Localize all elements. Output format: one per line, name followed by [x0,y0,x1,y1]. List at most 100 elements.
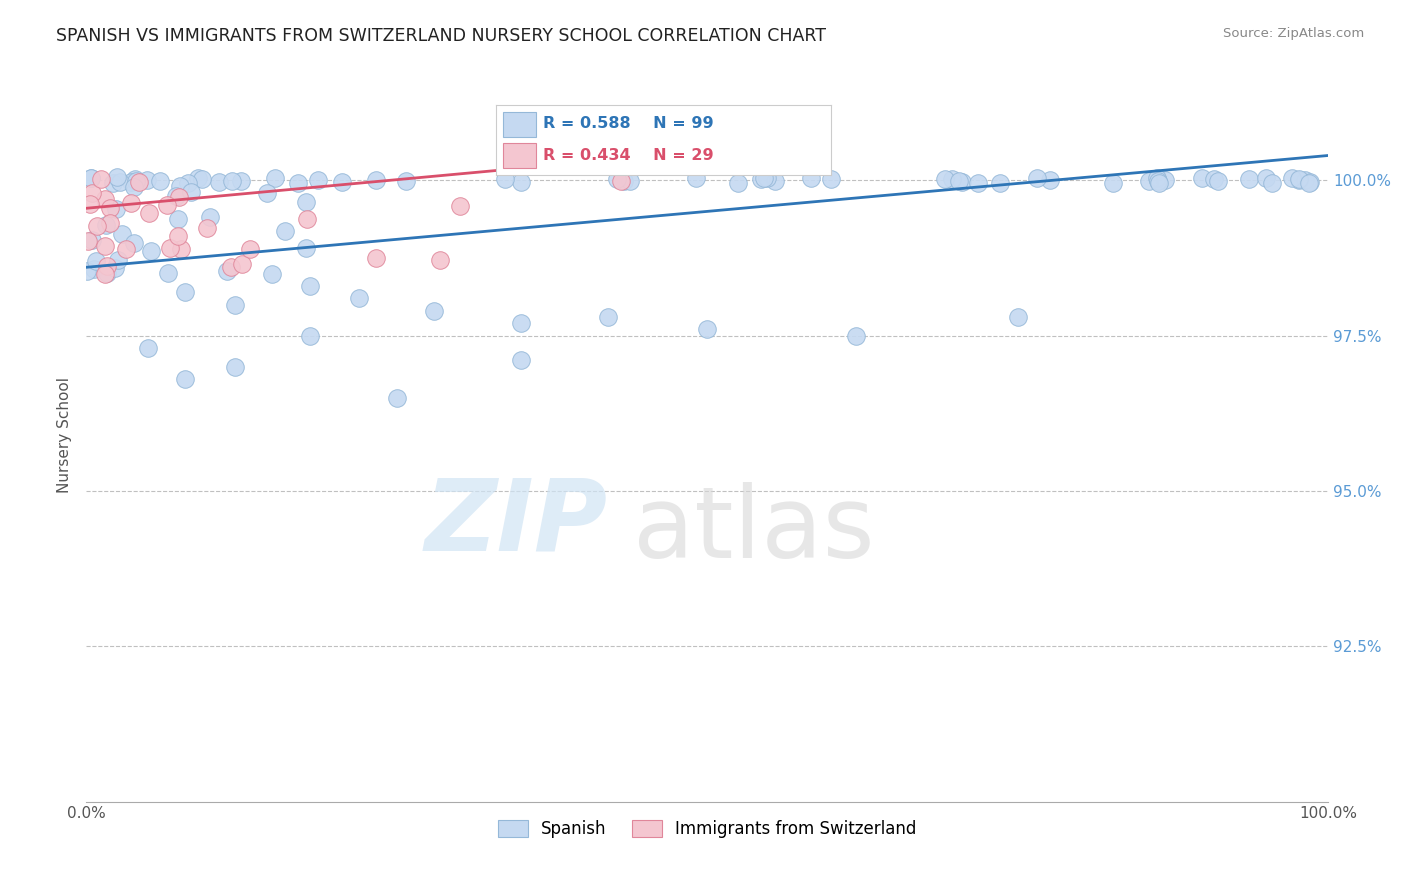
Point [108,175,131,189]
Point [82,233,104,247]
Point [1102,177,1125,191]
Point [749,172,772,186]
Point [219,260,242,274]
Point [1137,174,1160,188]
Point [224,359,246,374]
Point [696,322,718,336]
Point [156,266,179,280]
Point [83,262,105,277]
Point [613,174,636,188]
Point [364,252,387,266]
Point [79,170,101,185]
Point [1281,171,1303,186]
Point [90,171,112,186]
Point [966,176,988,190]
Text: ZIP: ZIP [425,475,607,572]
Point [103,176,125,190]
Point [295,212,318,227]
Point [449,199,471,213]
Point [494,171,516,186]
Point [208,175,231,189]
Point [217,264,239,278]
Point [1146,171,1168,186]
Point [80,186,103,200]
Point [139,244,162,258]
Point [727,176,749,190]
Point [263,171,285,186]
Point [1298,176,1320,190]
Point [1147,173,1170,187]
Point [104,202,127,216]
Point [510,176,533,190]
Point [800,170,823,185]
Point [364,173,387,187]
Point [169,190,191,204]
Point [1288,172,1310,186]
Point [124,174,146,188]
Point [231,173,253,187]
Point [104,260,127,275]
Point [166,211,188,226]
Point [950,175,973,189]
Point [195,221,218,235]
Point [120,175,142,189]
Point [988,176,1011,190]
Point [231,257,253,271]
Point [96,266,118,280]
Point [596,310,619,324]
Point [239,242,262,256]
Point [122,180,145,194]
Point [156,198,179,212]
Point [1191,171,1213,186]
Point [159,241,181,255]
Point [298,328,321,343]
Point [298,279,321,293]
Point [755,170,778,185]
Point [1237,171,1260,186]
Point [76,264,98,278]
Point [167,228,190,243]
Point [1007,310,1029,324]
Point [1147,176,1170,190]
Point [685,171,707,186]
Point [198,210,221,224]
Point [124,172,146,186]
Point [948,174,970,188]
Point [149,173,172,187]
Point [619,174,641,188]
Point [1294,173,1316,187]
Point [180,185,202,199]
Point [606,171,628,186]
Point [224,297,246,311]
Point [98,216,121,230]
Point [94,267,117,281]
Point [105,170,128,185]
Point [752,171,775,186]
Y-axis label: Nursery School: Nursery School [58,377,72,493]
Point [84,254,107,268]
Point [79,197,101,211]
Point [120,195,142,210]
Point [177,176,200,190]
Point [1206,174,1229,188]
Point [138,206,160,220]
Point [385,391,408,405]
Point [94,218,117,232]
Text: SPANISH VS IMMIGRANTS FROM SWITZERLAND NURSERY SCHOOL CORRELATION CHART: SPANISH VS IMMIGRANTS FROM SWITZERLAND N… [56,27,827,45]
Point [169,242,191,256]
Point [107,252,129,267]
Point [763,173,786,187]
Point [111,227,134,241]
Text: atlas: atlas [633,482,875,579]
Point [191,171,214,186]
Point [295,194,318,209]
Point [136,341,159,355]
Point [423,303,446,318]
Legend: Spanish, Immigrants from Switzerland: Spanish, Immigrants from Switzerland [491,813,924,845]
Text: Source: ZipAtlas.com: Source: ZipAtlas.com [1223,27,1364,40]
Point [934,172,956,186]
Point [1256,170,1278,185]
Point [174,372,197,386]
Point [295,241,318,255]
Point [330,175,353,189]
